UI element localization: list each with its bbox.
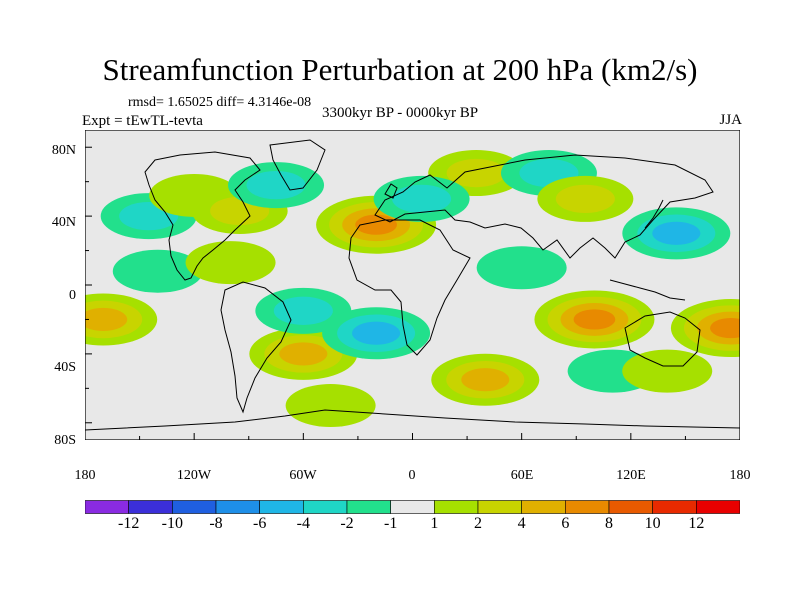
coast-greenland — [269, 139, 326, 191]
anomaly-contour-6-0 — [185, 241, 276, 285]
lon-label-180e: 180 — [729, 468, 751, 483]
stats-text: rmsd= 1.65025 diff= 4.3146e-08 — [128, 95, 312, 110]
anomaly-contour-9-2 — [352, 321, 401, 345]
anomaly-contour-12-1 — [446, 158, 506, 188]
lon-label-120w: 120W — [176, 468, 212, 483]
anomaly-contour-5-1 — [246, 170, 306, 200]
colorbar-label-9: 4 — [517, 515, 526, 532]
lat-label-0: 0 — [69, 288, 76, 303]
colorbar-swatch-0 — [85, 500, 129, 514]
colorbar-label-6: -1 — [383, 515, 398, 532]
colorbar-swatch-8 — [434, 500, 479, 514]
lon-label-0: 0 — [408, 468, 416, 483]
anomaly-contour-13-1 — [392, 184, 452, 214]
lon-label-120e: 120E — [616, 468, 646, 483]
lat-label-40n: 40N — [51, 215, 76, 230]
coast-australia — [624, 311, 701, 367]
anomaly-contour-15-0 — [476, 246, 567, 290]
colorbar-swatch-13 — [652, 500, 697, 514]
colorbar-swatch-3 — [215, 500, 260, 514]
colorbar-label-4: -4 — [296, 515, 310, 532]
anomaly-contour-10-0 — [285, 384, 376, 428]
colorbar-swatch-5 — [303, 500, 348, 514]
coast-antarctica — [85, 409, 740, 431]
colorbar-swatch-10 — [521, 500, 566, 514]
colorbar-swatch-4 — [259, 500, 304, 514]
coast-north-america — [144, 151, 261, 281]
coastlines — [85, 139, 740, 431]
lat-label-80s: 80S — [54, 433, 76, 448]
colorbar-label-7: 1 — [430, 515, 439, 532]
anomaly-contour-22-0 — [622, 349, 713, 393]
experiment-label: Expt = tEwTL-tevta — [82, 113, 203, 129]
colorbar-swatch-7 — [390, 500, 435, 514]
colorbar-swatch-12 — [608, 500, 653, 514]
lon-label-180w: 180 — [74, 468, 96, 483]
streamfunction-map — [85, 130, 740, 440]
anomaly-contour-14-2 — [461, 368, 510, 392]
anomaly-contour-19-2 — [652, 221, 701, 245]
lat-label-80n: 80N — [51, 143, 76, 158]
coast-indonesia — [609, 279, 686, 301]
coast-africa — [348, 219, 471, 356]
colorbar-label-11: 8 — [605, 515, 613, 532]
lon-label-60e: 60E — [510, 468, 534, 483]
colorbar-label-13: 12 — [688, 515, 705, 532]
colorbar-label-10: 6 — [561, 515, 570, 532]
period-label: 3300kyr BP - 0000kyr BP — [322, 105, 479, 121]
colorbar-label-3: -6 — [252, 515, 267, 532]
lon-label-60w: 60W — [289, 468, 317, 483]
anomaly-contour-7-2 — [279, 342, 328, 366]
coast-japan — [644, 199, 664, 229]
colorbar-label-8: 2 — [474, 515, 482, 532]
colorbar — [85, 500, 740, 514]
colorbar-swatch-1 — [128, 500, 173, 514]
colorbar-swatch-11 — [565, 500, 610, 514]
anomaly-contour-0-2 — [85, 307, 128, 331]
colorbar-swatch-2 — [172, 500, 217, 514]
colorbar-swatch-9 — [477, 500, 522, 514]
coast-south-america — [220, 281, 292, 414]
chart-title: Streamfunction Perturbation at 200 hPa (… — [102, 52, 698, 87]
anomaly-layer — [85, 150, 740, 428]
colorbar-label-2: -8 — [209, 515, 223, 532]
anomaly-contour-20-3 — [710, 317, 740, 339]
axis-ticks — [85, 146, 740, 440]
colorbar-swatch-14 — [696, 500, 740, 514]
coast-britain — [384, 183, 398, 199]
colorbar-label-1: -10 — [161, 515, 183, 532]
colorbar-label-0: -12 — [117, 515, 140, 532]
colorbar-label-5: -2 — [340, 515, 354, 532]
colorbar-swatch-6 — [346, 500, 391, 514]
season-label: JJA — [719, 112, 742, 128]
anomaly-contour-2-0 — [112, 249, 203, 293]
coast-eurasia — [374, 154, 714, 259]
colorbar-label-12: 10 — [644, 515, 661, 532]
anomaly-contour-17-1 — [555, 184, 615, 214]
anomaly-contour-8-1 — [273, 296, 333, 325]
lat-label-40s: 40S — [54, 360, 76, 375]
anomaly-contour-18-3 — [573, 309, 616, 330]
